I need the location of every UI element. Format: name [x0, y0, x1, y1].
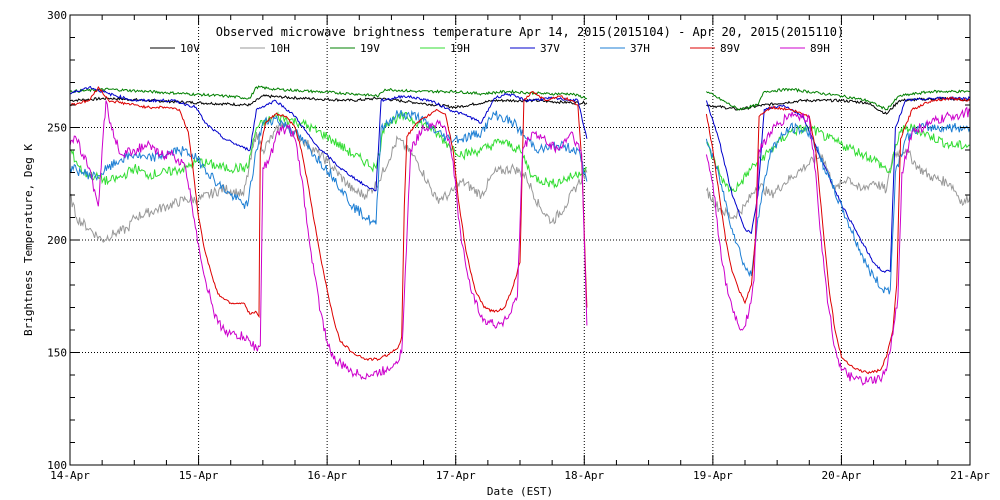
- y-tick-label: 100: [47, 459, 67, 472]
- legend-label-37V: 37V: [540, 42, 560, 55]
- line-10V: [70, 94, 588, 109]
- chart-title: Observed microwave brightness temperatur…: [216, 25, 845, 39]
- x-tick-label: 20-Apr: [822, 469, 862, 482]
- legend: 10V 10H 19V 19H 37V 37H 89V 89H: [150, 42, 830, 55]
- y-axis-label: Brightness Temperature, Deg K: [22, 144, 35, 336]
- axes: 100 150 200 250 300 14-Apr 15-Apr 16-Apr 17-Apr 1…: [47, 9, 990, 482]
- line-89V: [705, 96, 971, 375]
- y-tick-label: 200: [47, 234, 67, 247]
- line-19V: [69, 85, 588, 100]
- line-10H: [69, 121, 588, 243]
- line-19H: [69, 111, 588, 189]
- x-tick-label: 14-Apr: [50, 469, 90, 482]
- line-89H: [705, 106, 971, 386]
- line-19V: [706, 87, 971, 111]
- legend-label-89H: 89H: [810, 42, 830, 55]
- series-89V: [69, 85, 971, 375]
- line-37H: [705, 121, 971, 295]
- legend-label-10H: 10H: [270, 42, 290, 55]
- legend-label-37H: 37H: [630, 42, 650, 55]
- x-tick-label: 17-Apr: [436, 469, 476, 482]
- line-19H: [706, 123, 971, 193]
- series-19V: [69, 85, 971, 111]
- series-89H: [69, 100, 971, 386]
- series-10H: [69, 121, 971, 243]
- legend-label-19H: 19H: [450, 42, 470, 55]
- line-10H: [705, 148, 971, 220]
- series-layer: [69, 85, 971, 386]
- series-19H: [69, 111, 971, 193]
- y-tick-label: 250: [47, 122, 67, 135]
- line-89V: [69, 85, 588, 362]
- x-tick-label: 19-Apr: [693, 469, 733, 482]
- y-tick-label: 150: [47, 347, 67, 360]
- x-tick-label: 16-Apr: [307, 469, 347, 482]
- x-tick-label: 18-Apr: [564, 469, 604, 482]
- x-axis-label: Date (EST): [487, 485, 553, 498]
- line-37V: [69, 85, 588, 192]
- line-10V: [706, 96, 971, 115]
- x-tick-label: 15-Apr: [179, 469, 219, 482]
- line-89H: [69, 100, 588, 380]
- grid: [70, 15, 970, 465]
- series-37H: [69, 109, 971, 295]
- legend-label-19V: 19V: [360, 42, 380, 55]
- legend-label-10V: 10V: [180, 42, 200, 55]
- y-tick-label: 300: [47, 9, 67, 22]
- series-10V: [70, 94, 971, 115]
- line-37V: [705, 95, 971, 274]
- x-tick-label: 21-Apr: [950, 469, 990, 482]
- series-37V: [69, 85, 971, 274]
- legend-label-89V: 89V: [720, 42, 740, 55]
